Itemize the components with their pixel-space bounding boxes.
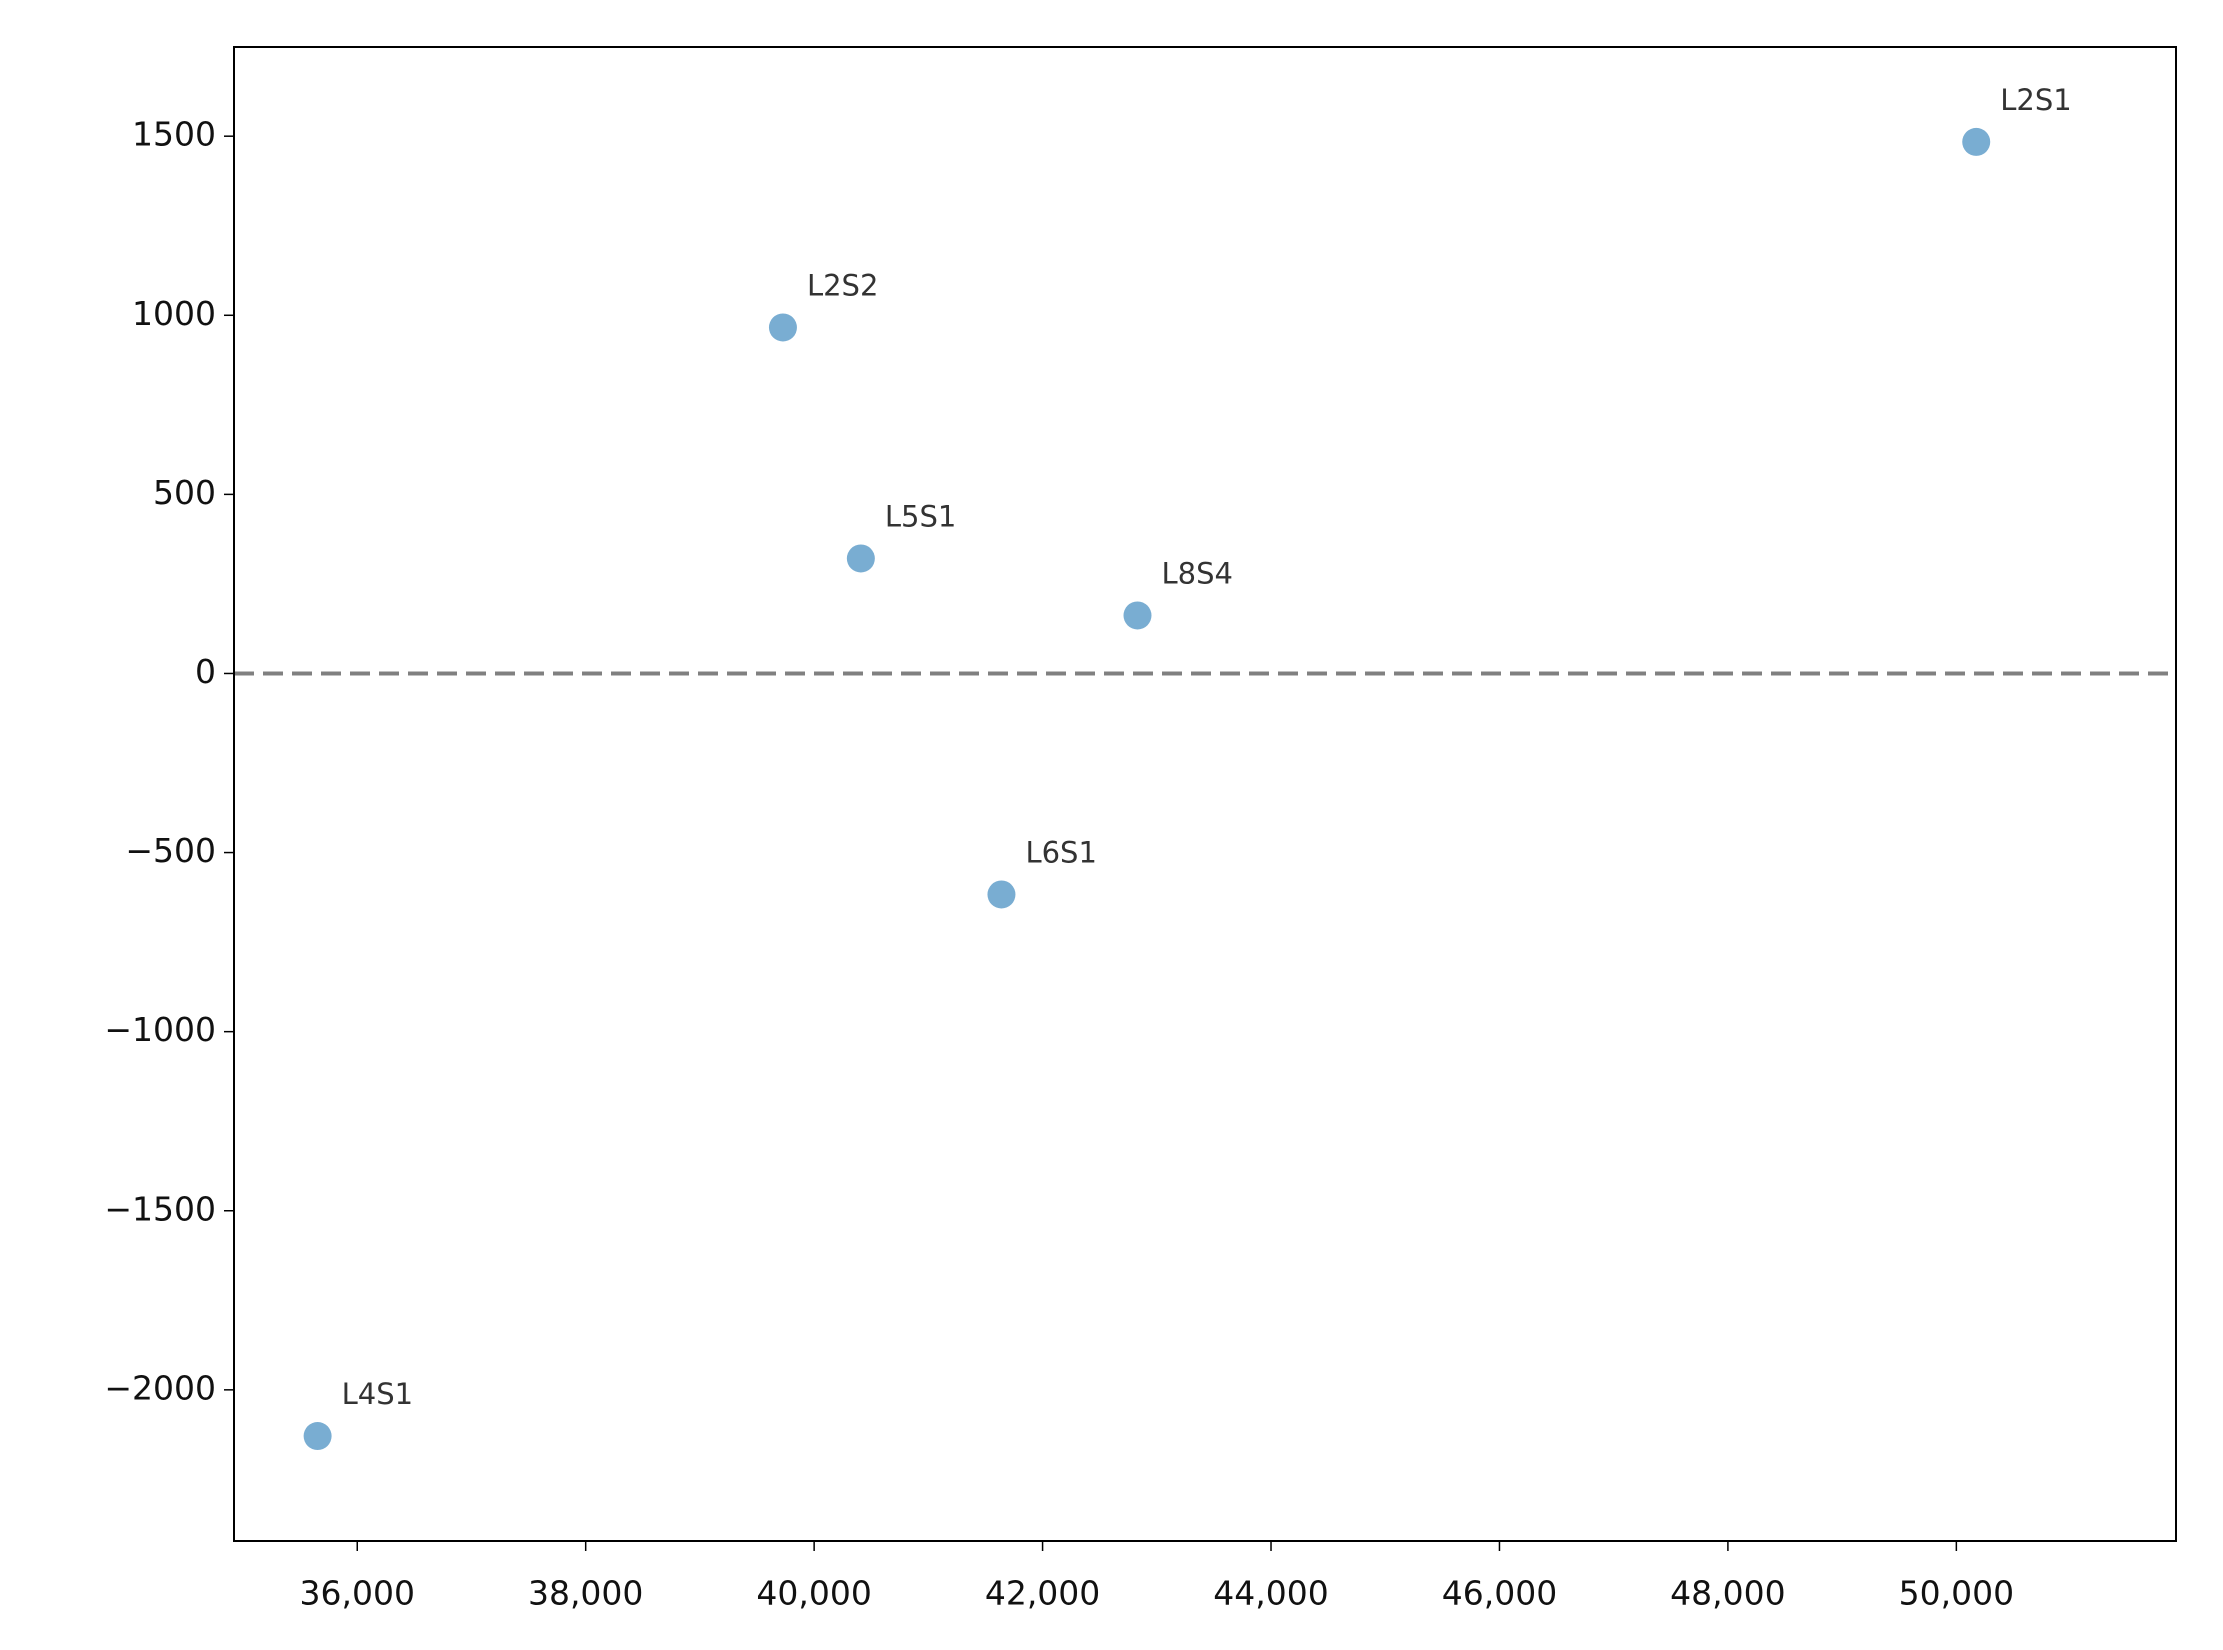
y-tick-label: 500	[153, 473, 216, 512]
x-tick-label: 42,000	[985, 1574, 1100, 1613]
point-label: L5S1	[885, 499, 956, 533]
point	[768, 313, 797, 342]
point	[1962, 127, 1991, 156]
y-tick-label: 1000	[132, 294, 216, 333]
x-tick-label: 38,000	[528, 1574, 643, 1613]
point-label: L4S1	[342, 1377, 413, 1411]
x-tick-label: 46,000	[1442, 1574, 1557, 1613]
y-tick-label: −2000	[104, 1368, 216, 1407]
y-tick-label: −500	[125, 831, 216, 870]
point	[303, 1422, 332, 1451]
point	[1123, 601, 1152, 630]
x-tick-label: 48,000	[1670, 1574, 1785, 1613]
y-tick-label: −1000	[104, 1010, 216, 1049]
x-tick-label: 36,000	[300, 1574, 415, 1613]
point	[846, 544, 875, 573]
x-tick-label: 44,000	[1213, 1574, 1328, 1613]
y-tick-label: 0	[195, 652, 216, 691]
x-tick-label: 40,000	[756, 1574, 871, 1613]
y-tick-label: −1500	[104, 1189, 216, 1228]
point	[987, 880, 1016, 909]
y-tick-label: 1500	[132, 115, 216, 154]
point-label: L6S1	[1025, 835, 1096, 869]
plot-frame	[233, 46, 2177, 1542]
point-label: L2S1	[2000, 83, 2071, 117]
x-tick-label: 50,000	[1899, 1574, 2014, 1613]
point-label: L2S2	[807, 268, 878, 302]
point-label: L8S4	[1161, 556, 1232, 590]
